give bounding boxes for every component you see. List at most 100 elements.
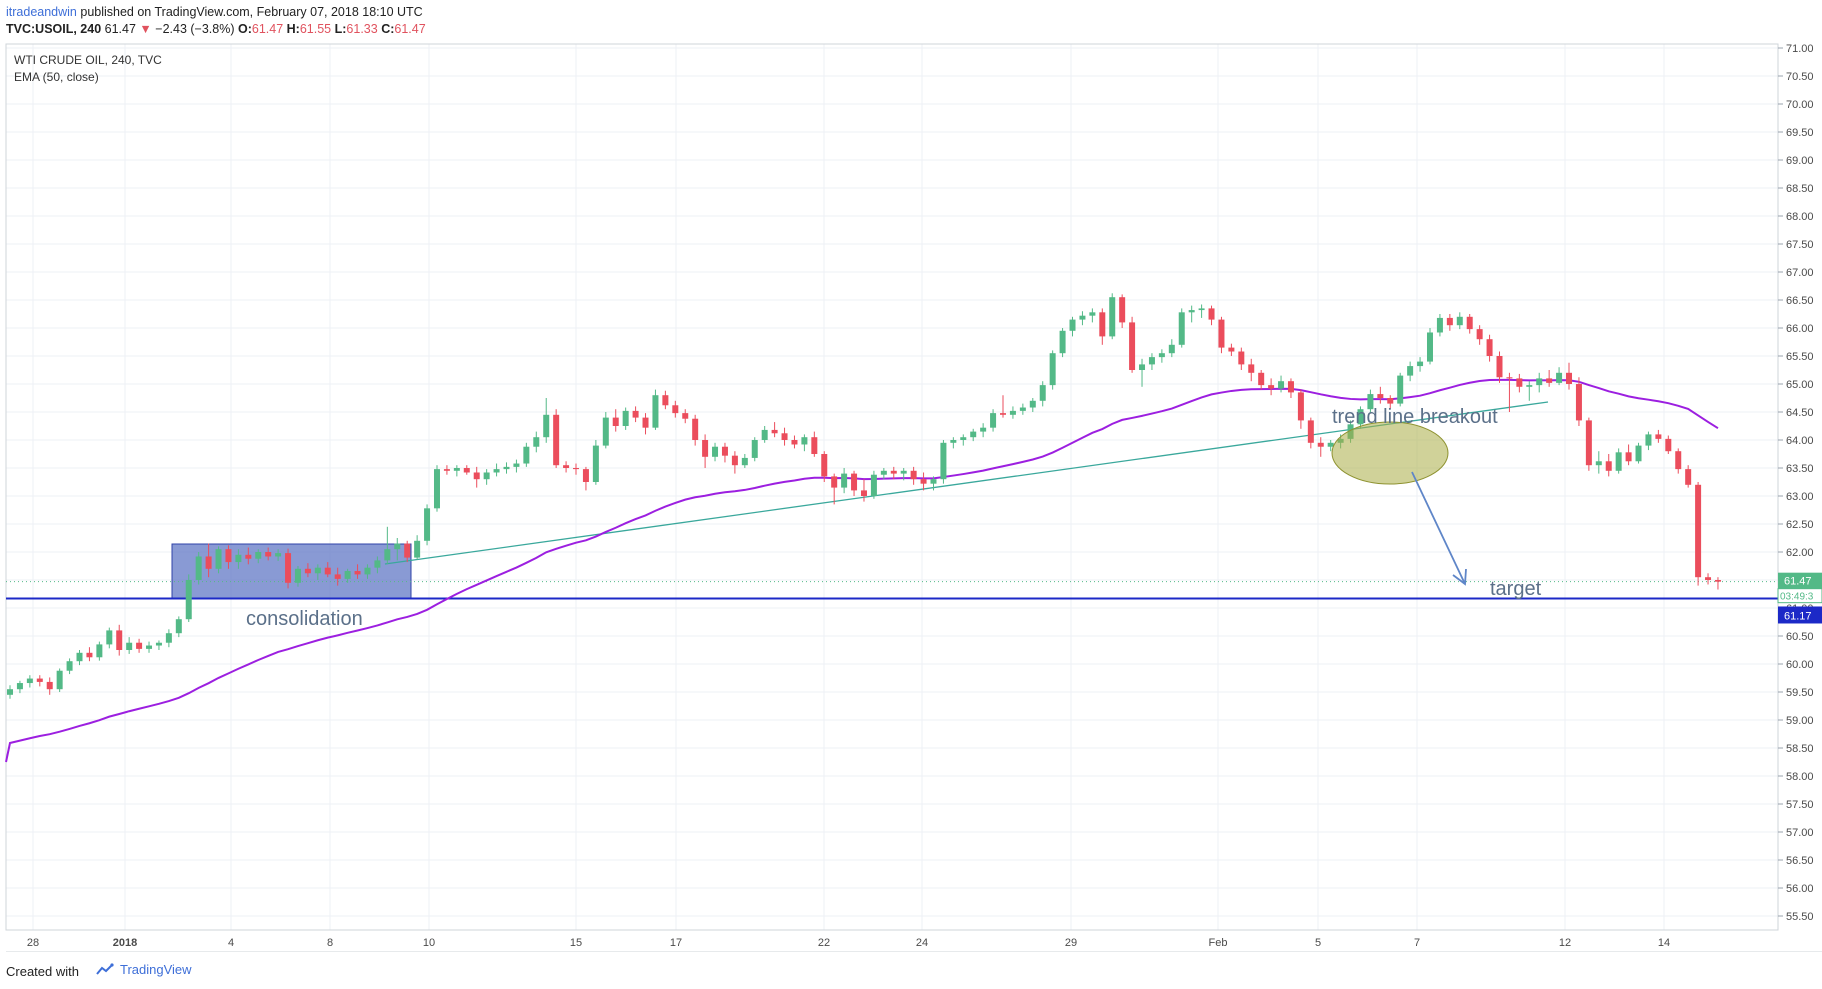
candle-down — [662, 395, 669, 406]
candle-up — [1029, 400, 1036, 408]
time-tick-label: 28 — [27, 937, 39, 949]
candle-down — [334, 574, 341, 579]
candle-down — [1685, 469, 1692, 485]
candle-up — [16, 683, 23, 690]
candle-up — [1367, 394, 1374, 410]
candle-down — [582, 469, 589, 482]
candle-down — [553, 414, 560, 466]
candle-up — [294, 568, 301, 583]
candle-up — [126, 642, 133, 650]
candle-up — [523, 446, 530, 464]
price-tick-label: 71.00 — [1786, 43, 1814, 55]
candle-down — [46, 681, 53, 690]
chart-canvas[interactable]: consolidation trend line breakout target W… — [0, 0, 1822, 952]
breakout-ellipse — [1331, 421, 1449, 485]
candle-up — [185, 580, 192, 620]
time-tick-label: 5 — [1315, 937, 1321, 949]
candle-up — [950, 440, 957, 443]
candle-up — [255, 552, 262, 559]
plot-frame — [5, 43, 1779, 931]
candle-down — [821, 454, 828, 477]
candle-up — [1039, 385, 1046, 401]
candle-up — [980, 427, 987, 432]
candle-up — [165, 633, 172, 643]
candle-up — [424, 508, 431, 541]
created-with-text: Created with — [6, 964, 79, 979]
price-tick-label: 62.00 — [1786, 547, 1814, 559]
candle-down — [702, 440, 709, 457]
candle-up — [712, 446, 719, 457]
price-tick-label: 57.50 — [1786, 799, 1814, 811]
candle-up — [880, 470, 887, 475]
candle-down — [1496, 356, 1503, 378]
time-tick-label: 2018 — [113, 937, 137, 949]
candle-up — [990, 413, 997, 428]
candle-down — [612, 417, 619, 426]
candle-up — [1536, 378, 1543, 386]
price-tick-label: 60.00 — [1786, 659, 1814, 671]
candle-down — [731, 455, 738, 466]
price-tick-label: 70.50 — [1786, 71, 1814, 83]
candle-up — [1198, 308, 1205, 311]
trendline-breakout-label: trend line breakout — [1332, 406, 1498, 428]
symbol-label[interactable]: TVC:USOIL, 240 — [6, 22, 102, 36]
price-tick-label: 55.50 — [1786, 911, 1814, 923]
last-price: 61.47 — [104, 22, 136, 36]
candle-up — [1397, 375, 1404, 404]
candle-down — [245, 554, 252, 559]
candle-up — [146, 645, 153, 649]
tradingview-brand: TradingView — [120, 962, 192, 977]
author-link[interactable]: itradeandwin — [6, 5, 77, 19]
candle-down — [910, 470, 917, 480]
candle-up — [1526, 385, 1533, 387]
candle-up — [314, 567, 321, 574]
time-tick-label: Feb — [1209, 937, 1228, 949]
candle-up — [7, 689, 13, 695]
candle-down — [443, 469, 450, 471]
ema-line — [5, 378, 1719, 763]
candle-up — [175, 619, 182, 634]
candle-up — [235, 554, 242, 563]
candle-down — [1546, 378, 1553, 383]
candle-up — [1089, 312, 1096, 316]
candle-up — [483, 472, 490, 480]
candle-up — [592, 445, 599, 482]
candle-down — [1516, 378, 1523, 387]
candle-down — [781, 433, 788, 440]
candle-up — [513, 463, 520, 467]
time-tick-label: 7 — [1414, 937, 1420, 949]
candle-down — [1228, 347, 1235, 352]
countdown-badge — [1777, 588, 1822, 604]
candle-down — [920, 479, 927, 484]
annotations[interactable]: consolidation trend line breakout target — [246, 406, 1542, 630]
price-scale[interactable]: 71.00 70.50 70.00 69.50 69.00 68.50 68.00 67.50… — [1777, 43, 1822, 923]
grid-lines — [6, 44, 1778, 930]
time-scale[interactable]: 28 2018 4 8 10 15 17 22 24 29 Feb 5 7 12 14 — [27, 937, 1670, 949]
candle-up — [900, 470, 907, 474]
candle-down — [672, 405, 679, 414]
triangle-down-icon: ▼ — [139, 22, 152, 36]
candle-down — [285, 553, 292, 583]
consolidation-box[interactable] — [171, 543, 412, 600]
candle-up — [751, 440, 758, 458]
candle-up — [1417, 361, 1424, 367]
candle-up — [1278, 381, 1285, 389]
candle-up — [622, 410, 629, 426]
candle-up — [870, 474, 877, 496]
candle-up — [960, 437, 967, 440]
candle-down — [1307, 420, 1314, 443]
candle-up — [1168, 344, 1175, 354]
candle-up — [1069, 319, 1076, 331]
candle-down — [1695, 484, 1702, 578]
candle-up — [56, 670, 63, 690]
candle-up — [1645, 434, 1652, 446]
candle-up — [652, 395, 659, 428]
candle-down — [573, 468, 580, 470]
chart-header: itradeandwin published on TradingView.co… — [6, 4, 426, 38]
candle-down — [463, 468, 470, 473]
tradingview-link[interactable]: TradingView — [96, 962, 192, 977]
candle-down — [136, 642, 143, 649]
price-tick-label: 69.50 — [1786, 127, 1814, 139]
candle-up — [1139, 364, 1146, 370]
candle-up — [1178, 312, 1185, 345]
